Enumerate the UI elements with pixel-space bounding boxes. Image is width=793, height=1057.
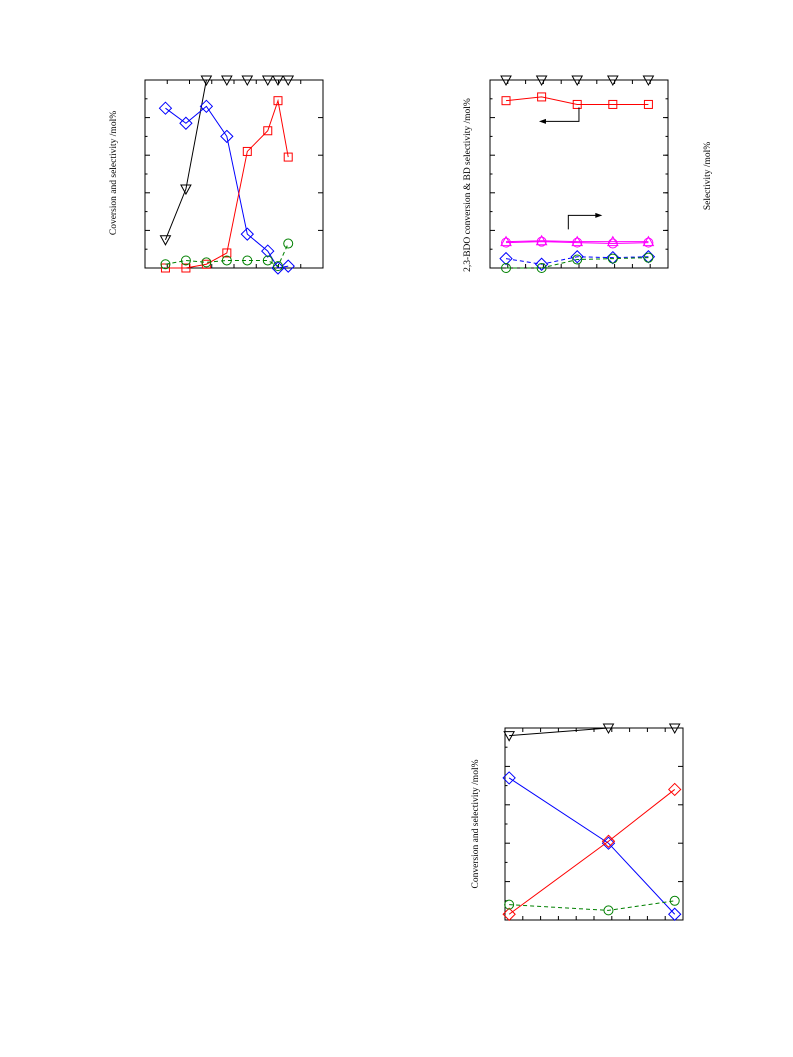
series-0-point-0 [503,731,515,742]
series-0-point-2 [571,75,584,87]
series-5-point-3 [607,253,618,264]
series-2-point-4 [642,235,655,247]
series-1-point-2 [199,99,214,114]
series-3-point-2 [669,895,680,906]
chart-1-plot [144,75,324,275]
series-3-point-2 [572,237,583,248]
series-3-point-3 [221,255,232,266]
right-arrow-line [567,214,599,230]
series-3-point-0 [160,259,171,270]
series-3-point-6 [272,261,283,272]
chart-1-ylabel: Coversion and selectivity /mol% [109,110,119,236]
series-line-5 [506,257,649,269]
series-3-point-7 [283,238,294,249]
series-3-point-1 [180,255,191,266]
series-line-2 [506,240,649,243]
series-1-point-4 [643,99,653,109]
series-0-point-3 [220,75,233,87]
series-5-point-0 [501,263,512,273]
series-3-point-2 [201,257,212,268]
series-0-point-1 [535,75,548,87]
series-0-point-0 [159,235,172,246]
series-4-point-1 [534,257,549,271]
series-3-point-4 [643,237,654,248]
series-2-point-0 [500,235,512,247]
series-0-point-5 [261,75,274,87]
series-2-point-3 [222,248,232,258]
left-arrow-line [542,107,580,122]
series-line-0 [164,79,289,240]
series-3-point-4 [242,255,253,266]
series-1-point-3 [608,99,618,109]
series-line-1 [505,96,649,105]
series-1-point-2 [572,99,582,109]
chart-2-y2label: Selectivity /mol% [703,141,713,211]
plot-frame [504,727,684,921]
series-0-point-0 [500,75,512,87]
series-1-point-2 [668,907,682,921]
chart-3-plot [502,723,684,921]
series-2-point-2 [668,782,682,797]
series-3-point-1 [536,236,547,247]
series-0-point-4 [642,75,655,87]
series-line-1 [508,777,676,915]
left-arrow-head [538,118,546,124]
series-line-3 [165,243,289,267]
series-5-point-2 [572,254,583,265]
series-line-2 [165,98,289,269]
series-3-point-0 [501,237,512,248]
series-2-point-4 [242,146,252,156]
series-2-point-1 [601,834,616,848]
chart-3-ylabel: Conversion and selectivity /mol% [471,759,481,889]
series-1-point-7 [281,259,295,273]
series-3-point-0 [504,899,515,910]
series-1-point-4 [240,227,255,241]
series-2-point-1 [181,263,191,273]
series-1-point-0 [158,101,173,115]
series-line-2 [508,789,676,915]
series-0-point-6 [272,75,284,87]
series-3-point-5 [262,255,273,266]
series-0-point-1 [180,184,192,196]
series-1-point-3 [220,129,234,144]
series-1-point-0 [501,96,511,106]
series-1-point-1 [537,92,547,102]
series-4-point-2 [570,250,584,264]
series-1-point-1 [601,836,616,850]
series-1-point-5 [261,244,275,258]
chart-2-ylabel: 2,3-BDO conversion & BD selectivity /mol… [463,98,473,272]
series-2-point-0 [502,907,516,921]
series-3-point-3 [607,238,618,249]
chart-2-plot [489,75,669,273]
series-0-point-2 [668,723,681,735]
series-2-point-3 [606,235,619,247]
series-3-point-1 [603,905,614,916]
series-line-0 [509,727,675,737]
series-0-point-3 [606,75,619,87]
series-5-point-1 [536,263,547,273]
series-2-point-5 [263,126,273,136]
series-2-point-1 [535,234,548,246]
series-1-point-0 [502,771,516,785]
series-2-point-2 [571,235,584,247]
series-0-point-2 [200,75,213,87]
series-0-point-4 [241,75,254,87]
series-0-point-1 [602,723,615,735]
series-line-4 [505,256,649,265]
series-5-point-4 [643,252,654,263]
series-2-point-6 [273,96,283,106]
series-1-point-1 [179,116,193,130]
series-2-point-7 [283,152,293,162]
right-arrow-head [595,212,603,218]
series-0-point-7 [282,75,295,87]
series-line-3 [506,241,649,245]
series-line-3 [509,900,675,911]
series-4-point-0 [499,251,513,266]
